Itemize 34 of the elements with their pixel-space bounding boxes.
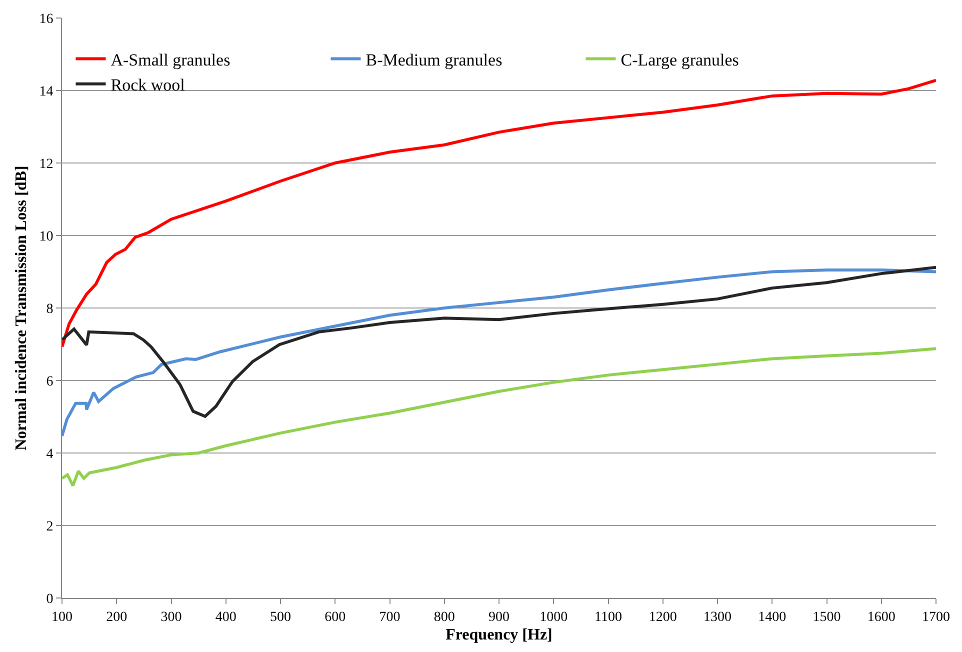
line-series bbox=[62, 347, 936, 488]
x-tick-label: 200 bbox=[106, 610, 128, 625]
y-tick-label: 6 bbox=[46, 374, 54, 390]
y-axis-title: Normal incidence Transmission Loss [dB] bbox=[13, 166, 30, 450]
x-tick-label: 1700 bbox=[922, 610, 950, 625]
y-tick-label: 16 bbox=[39, 12, 54, 27]
x-tick-label: 1000 bbox=[540, 610, 568, 625]
legend-label: Rock wool bbox=[110, 75, 186, 94]
y-tick-label: 0 bbox=[46, 592, 54, 607]
x-tick-label: 1200 bbox=[648, 610, 677, 625]
x-tick-label: 700 bbox=[379, 610, 400, 625]
x-tick-label: 900 bbox=[488, 610, 510, 625]
x-tick-label: 1600 bbox=[867, 610, 896, 625]
x-tick-label: 300 bbox=[160, 610, 182, 625]
x-tick-label: 100 bbox=[52, 610, 72, 625]
x-tick-label: 800 bbox=[434, 610, 455, 625]
legend-label: A-Small granules bbox=[110, 50, 230, 70]
y-tick-label: 14 bbox=[39, 84, 54, 100]
y-tick-label: 12 bbox=[39, 156, 54, 172]
x-tick-label: 400 bbox=[215, 610, 236, 625]
legend-label: C-Large granules bbox=[620, 50, 739, 70]
y-tick-label: 8 bbox=[46, 302, 54, 317]
x-tick-label: 500 bbox=[270, 610, 291, 625]
y-tick-label: 2 bbox=[46, 519, 54, 534]
x-tick-label: 1500 bbox=[812, 610, 841, 625]
line-series bbox=[62, 78, 936, 348]
x-tick-label: 1300 bbox=[704, 610, 732, 625]
y-tick-label: 4 bbox=[46, 446, 54, 462]
x-tick-label: 600 bbox=[324, 610, 346, 625]
legend-label: B-Medium granules bbox=[366, 50, 502, 70]
x-tick-label: 1400 bbox=[758, 610, 786, 625]
x-axis-title: Frequency [Hz] bbox=[446, 626, 552, 644]
x-tick-label: 1100 bbox=[594, 610, 622, 625]
y-tick-label: 10 bbox=[39, 229, 54, 244]
